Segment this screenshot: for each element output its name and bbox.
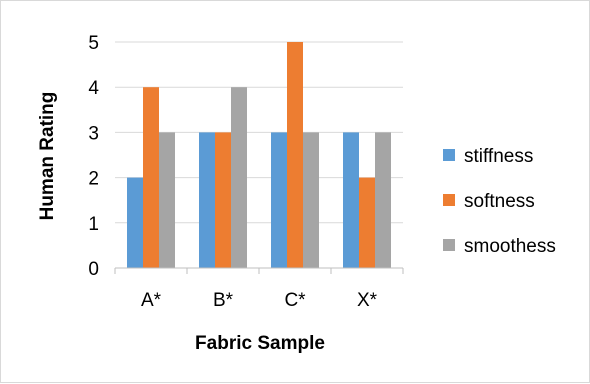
y-tick-label: 3 [88, 123, 99, 144]
bar-softness-B [215, 132, 231, 268]
y-axis-title: Human Rating [37, 92, 58, 221]
bar-smoothess-C [303, 132, 319, 268]
y-tick-label: 5 [88, 33, 99, 54]
legend-label-softness: softness [464, 191, 535, 212]
bar-smoothess-B [231, 87, 247, 268]
bar-stiffness-A [127, 177, 143, 268]
bars [127, 42, 391, 268]
bar-softness-A [143, 87, 159, 268]
bar-stiffness-C [271, 132, 287, 268]
legend-label-stiffness: stiffness [464, 146, 533, 167]
legend: stiffness softness smoothess [443, 146, 556, 257]
x-tick-label: C* [284, 290, 306, 311]
y-tick-label: 2 [88, 169, 99, 190]
bar-smoothess-X [375, 132, 391, 268]
bar-softness-C [287, 42, 303, 268]
legend-swatch-smoothess [443, 239, 455, 251]
bar-softness-X [359, 177, 375, 268]
axes: 0 1 2 3 4 5 A* B* C* X* [88, 33, 404, 311]
x-axis-title: Fabric Sample [195, 333, 325, 354]
bar-stiffness-B [199, 132, 215, 268]
x-tick-label: X* [357, 290, 378, 311]
y-tick-label: 0 [88, 259, 99, 280]
legend-label-smoothess: smoothess [464, 236, 556, 257]
x-tick-label: B* [213, 290, 234, 311]
legend-swatch-stiffness [443, 149, 455, 161]
y-tick-label: 1 [88, 214, 99, 235]
bar-stiffness-X [343, 132, 359, 268]
y-tick-label: 4 [88, 78, 99, 99]
bar-smoothess-A [159, 132, 175, 268]
x-tick-label: A* [141, 290, 162, 311]
legend-swatch-softness [443, 194, 455, 206]
